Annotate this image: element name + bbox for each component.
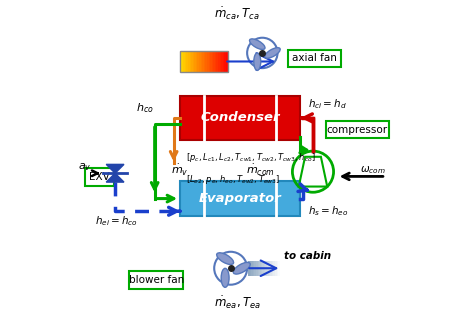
FancyBboxPatch shape [259, 261, 261, 276]
Ellipse shape [221, 268, 229, 287]
FancyBboxPatch shape [276, 261, 278, 276]
Text: $h_{co}$: $h_{co}$ [136, 101, 154, 115]
FancyBboxPatch shape [185, 51, 186, 72]
FancyBboxPatch shape [256, 261, 257, 276]
FancyBboxPatch shape [198, 51, 199, 72]
FancyBboxPatch shape [196, 51, 198, 72]
Text: $a_v$: $a_v$ [78, 161, 91, 173]
FancyBboxPatch shape [275, 261, 276, 276]
FancyBboxPatch shape [183, 51, 185, 72]
Text: Condenser: Condenser [201, 111, 280, 124]
Text: compressor: compressor [327, 125, 388, 135]
Text: $\dot{m}_{ca},T_{ca}$: $\dot{m}_{ca},T_{ca}$ [214, 5, 260, 22]
Text: $h_s=h_{eo}$: $h_s=h_{eo}$ [308, 204, 349, 218]
FancyBboxPatch shape [202, 51, 204, 72]
FancyBboxPatch shape [264, 261, 265, 276]
Text: $\dot{m}_v$: $\dot{m}_v$ [171, 162, 188, 178]
Polygon shape [106, 173, 124, 182]
FancyBboxPatch shape [180, 96, 301, 140]
FancyBboxPatch shape [188, 51, 190, 72]
Text: $h_{ei}=h_{co}$: $h_{ei}=h_{co}$ [94, 214, 137, 228]
FancyBboxPatch shape [180, 51, 182, 72]
FancyBboxPatch shape [257, 261, 259, 276]
FancyBboxPatch shape [273, 261, 275, 276]
FancyBboxPatch shape [204, 51, 205, 72]
Text: axial fan: axial fan [292, 53, 337, 64]
FancyBboxPatch shape [255, 261, 256, 276]
FancyBboxPatch shape [251, 261, 253, 276]
FancyBboxPatch shape [209, 51, 210, 72]
FancyBboxPatch shape [326, 121, 389, 138]
FancyBboxPatch shape [217, 51, 218, 72]
FancyBboxPatch shape [194, 51, 196, 72]
Ellipse shape [249, 39, 265, 50]
Text: blower fan: blower fan [128, 275, 184, 285]
FancyBboxPatch shape [262, 261, 264, 276]
FancyBboxPatch shape [215, 51, 217, 72]
FancyBboxPatch shape [212, 51, 213, 72]
FancyBboxPatch shape [180, 181, 301, 216]
FancyBboxPatch shape [265, 261, 267, 276]
FancyBboxPatch shape [219, 51, 221, 72]
FancyBboxPatch shape [288, 50, 341, 67]
Text: $\dot{m}_{com}$: $\dot{m}_{com}$ [246, 162, 275, 178]
FancyBboxPatch shape [250, 261, 251, 276]
Ellipse shape [217, 253, 234, 265]
FancyBboxPatch shape [270, 261, 272, 276]
FancyBboxPatch shape [191, 51, 192, 72]
FancyBboxPatch shape [192, 51, 194, 72]
FancyBboxPatch shape [272, 261, 273, 276]
FancyBboxPatch shape [201, 51, 202, 72]
FancyBboxPatch shape [207, 51, 209, 72]
FancyBboxPatch shape [199, 51, 201, 72]
Text: Evaporator: Evaporator [199, 192, 282, 205]
Text: $\omega_{com}$: $\omega_{com}$ [360, 164, 386, 176]
Text: $\dot{m}_{ea},T_{ea}$: $\dot{m}_{ea},T_{ea}$ [214, 295, 260, 311]
FancyBboxPatch shape [269, 261, 270, 276]
FancyBboxPatch shape [267, 261, 269, 276]
FancyBboxPatch shape [129, 271, 183, 289]
FancyBboxPatch shape [186, 51, 188, 72]
Polygon shape [106, 164, 124, 173]
Text: $h_{ci}=h_d$: $h_{ci}=h_d$ [308, 97, 347, 111]
FancyBboxPatch shape [190, 51, 191, 72]
Ellipse shape [254, 53, 261, 70]
FancyBboxPatch shape [226, 51, 228, 72]
Ellipse shape [233, 262, 250, 274]
Ellipse shape [264, 48, 280, 58]
FancyBboxPatch shape [218, 51, 219, 72]
FancyBboxPatch shape [213, 51, 215, 72]
FancyBboxPatch shape [223, 51, 224, 72]
Text: $[p_c,L_{c1},L_{c2},T_{cw1},T_{cw2},T_{cw3},h_{co}]$: $[p_c,L_{c1},L_{c2},T_{cw1},T_{cw2},T_{c… [186, 151, 316, 164]
FancyBboxPatch shape [224, 51, 226, 72]
FancyBboxPatch shape [221, 51, 223, 72]
FancyBboxPatch shape [85, 169, 113, 186]
Text: $[L_{e2},p_e,h_{eo},T_{ew2},T_{ew3}]$: $[L_{e2},p_e,h_{eo},T_{ew2},T_{ew3}]$ [186, 173, 281, 186]
FancyBboxPatch shape [261, 261, 262, 276]
Text: EXV: EXV [89, 172, 109, 182]
FancyBboxPatch shape [248, 261, 250, 276]
FancyBboxPatch shape [210, 51, 212, 72]
FancyBboxPatch shape [205, 51, 207, 72]
FancyBboxPatch shape [278, 261, 280, 276]
FancyBboxPatch shape [182, 51, 183, 72]
Text: to cabin: to cabin [284, 251, 332, 260]
FancyBboxPatch shape [253, 261, 255, 276]
